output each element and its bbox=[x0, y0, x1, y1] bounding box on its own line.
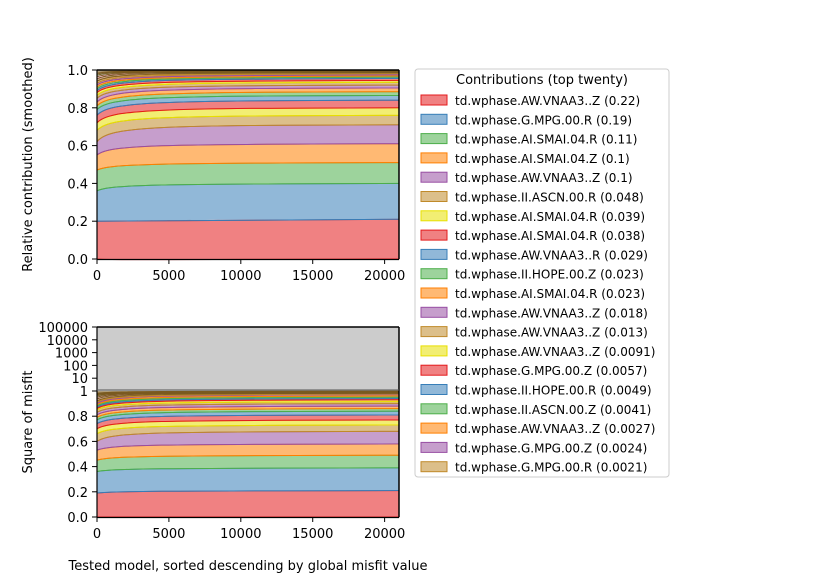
x-tick-label: 20000 bbox=[364, 269, 405, 284]
x-tick-label: 20000 bbox=[364, 527, 405, 542]
y-tick-label: 0.2 bbox=[67, 215, 88, 230]
legend-entry-label: td.wphase.AW.VNAA3..R (0.029) bbox=[455, 248, 648, 262]
y-axis-label: Relative contribution (smoothed) bbox=[21, 57, 36, 272]
legend-entry-label: td.wphase.AW.VNAA3..Z (0.013) bbox=[455, 326, 648, 340]
x-tick-label: 0 bbox=[93, 269, 101, 284]
area-top-edge bbox=[97, 391, 399, 393]
legend-entry-label: td.wphase.AW.VNAA3..Z (0.0091) bbox=[455, 345, 655, 359]
legend-swatch bbox=[420, 152, 448, 164]
y-tick-label: 0.4 bbox=[67, 177, 88, 192]
legend-swatch bbox=[420, 345, 448, 357]
area-layer-1 bbox=[96, 218, 400, 261]
legend-entry-label: td.wphase.G.MPG.00.R (0.0021) bbox=[455, 461, 647, 475]
y-tick-label: 10000 bbox=[47, 334, 88, 349]
legend-swatch bbox=[420, 248, 448, 260]
y-tick-label: 0.2 bbox=[67, 486, 88, 501]
legend-entry-label: td.wphase.AW.VNAA3..Z (0.22) bbox=[455, 94, 640, 108]
legend-entry-label: td.wphase.AW.VNAA3..Z (0.018) bbox=[455, 306, 648, 320]
legend-swatch bbox=[420, 268, 448, 280]
y-tick-label: 1000 bbox=[55, 347, 88, 362]
legend-entry-label: td.wphase.AI.SMAI.04.R (0.039) bbox=[455, 210, 645, 224]
legend-entry-label: td.wphase.II.ASCN.00.Z (0.0041) bbox=[455, 403, 651, 417]
legend-entry-label: td.wphase.G.MPG.00.R (0.19) bbox=[455, 113, 632, 127]
legend-entry-label: td.wphase.AW.VNAA3..Z (0.0027) bbox=[455, 422, 655, 436]
y-tick-label: 0.8 bbox=[67, 410, 88, 425]
y-tick-label: 10 bbox=[71, 372, 88, 387]
y-tick-label: 100000 bbox=[38, 321, 88, 336]
legend-entry-label: td.wphase.II.ASCN.00.R (0.048) bbox=[455, 191, 644, 205]
area-layer-2 bbox=[96, 467, 400, 494]
legend-swatch bbox=[420, 364, 448, 376]
y-tick-label: 1.0 bbox=[67, 64, 88, 79]
legend-swatch bbox=[420, 441, 448, 453]
x-tick-label: 0 bbox=[93, 527, 101, 542]
legend-entry-label: td.wphase.G.MPG.00.Z (0.0057) bbox=[455, 364, 647, 378]
legend-swatch bbox=[420, 422, 448, 434]
legend-swatch bbox=[420, 133, 448, 145]
y-tick-label: 0.8 bbox=[67, 102, 88, 117]
legend-swatch bbox=[420, 326, 448, 338]
y-tick-label: 1 bbox=[80, 385, 88, 400]
legend-entry-label: td.wphase.AI.SMAI.04.R (0.023) bbox=[455, 287, 645, 301]
legend-swatch bbox=[420, 461, 448, 473]
y-axis-label: Square of misfit bbox=[21, 371, 36, 474]
legend: Contributions (top twenty) td.wphase.AW.V… bbox=[414, 68, 670, 478]
y-tick-label: 0.0 bbox=[67, 253, 88, 268]
y-tick-label: 0.6 bbox=[67, 435, 88, 450]
legend-swatch bbox=[420, 171, 448, 183]
x-tick-label: 5000 bbox=[152, 269, 185, 284]
top-panel: 0 5000 10000 15000 20000 0.0 0.2 0.4 0.6 0.8 1.0 Re… bbox=[21, 57, 405, 284]
legend-swatch bbox=[420, 306, 448, 318]
x-tick-label: 5000 bbox=[152, 527, 185, 542]
y-tick-label: 100 bbox=[63, 359, 88, 374]
x-tick-label: 15000 bbox=[292, 269, 333, 284]
log-region-fill bbox=[97, 327, 399, 391]
y-tick-label: 0.4 bbox=[67, 461, 88, 476]
legend-entry-label: td.wphase.AI.SMAI.04.Z (0.1) bbox=[455, 152, 630, 166]
legend-entry-label: td.wphase.AI.SMAI.04.R (0.038) bbox=[455, 229, 645, 243]
legend-entry-label: td.wphase.II.HOPE.00.Z (0.023) bbox=[455, 268, 644, 282]
x-tick-label: 10000 bbox=[220, 269, 261, 284]
legend-box bbox=[414, 68, 670, 478]
legend-entry-label: td.wphase.G.MPG.00.Z (0.0024) bbox=[455, 441, 647, 455]
legend-swatch bbox=[420, 229, 448, 241]
legend-swatch bbox=[420, 384, 448, 395]
bottom-panel: 0 5000 10000 15000 200000.00.20.40.60.811010… bbox=[21, 321, 428, 574]
x-tick-label: 15000 bbox=[292, 527, 333, 542]
x-tick-label: 10000 bbox=[220, 527, 261, 542]
area-top-edge bbox=[97, 70, 399, 72]
x-axis-label: Tested model, sorted descending by globa… bbox=[67, 559, 427, 574]
area-layer-1 bbox=[96, 490, 400, 518]
area-layer-2 bbox=[96, 182, 400, 222]
legend-swatch bbox=[420, 191, 448, 202]
legend-swatch bbox=[420, 94, 448, 106]
legend-swatch bbox=[420, 403, 448, 415]
y-tick-label: 0.0 bbox=[67, 511, 88, 526]
legend-entry-label: td.wphase.II.HOPE.00.R (0.0049) bbox=[455, 384, 652, 398]
legend-entry-label: td.wphase.AI.SMAI.04.R (0.11) bbox=[455, 133, 637, 147]
y-tick-label: 0.6 bbox=[67, 140, 88, 155]
legend-entry-label: td.wphase.AW.VNAA3..Z (0.1) bbox=[455, 171, 633, 185]
legend-swatch bbox=[420, 287, 448, 299]
legend-swatch bbox=[420, 113, 448, 125]
legend-title: Contributions (top twenty) bbox=[456, 73, 628, 88]
legend-swatch bbox=[420, 210, 448, 222]
